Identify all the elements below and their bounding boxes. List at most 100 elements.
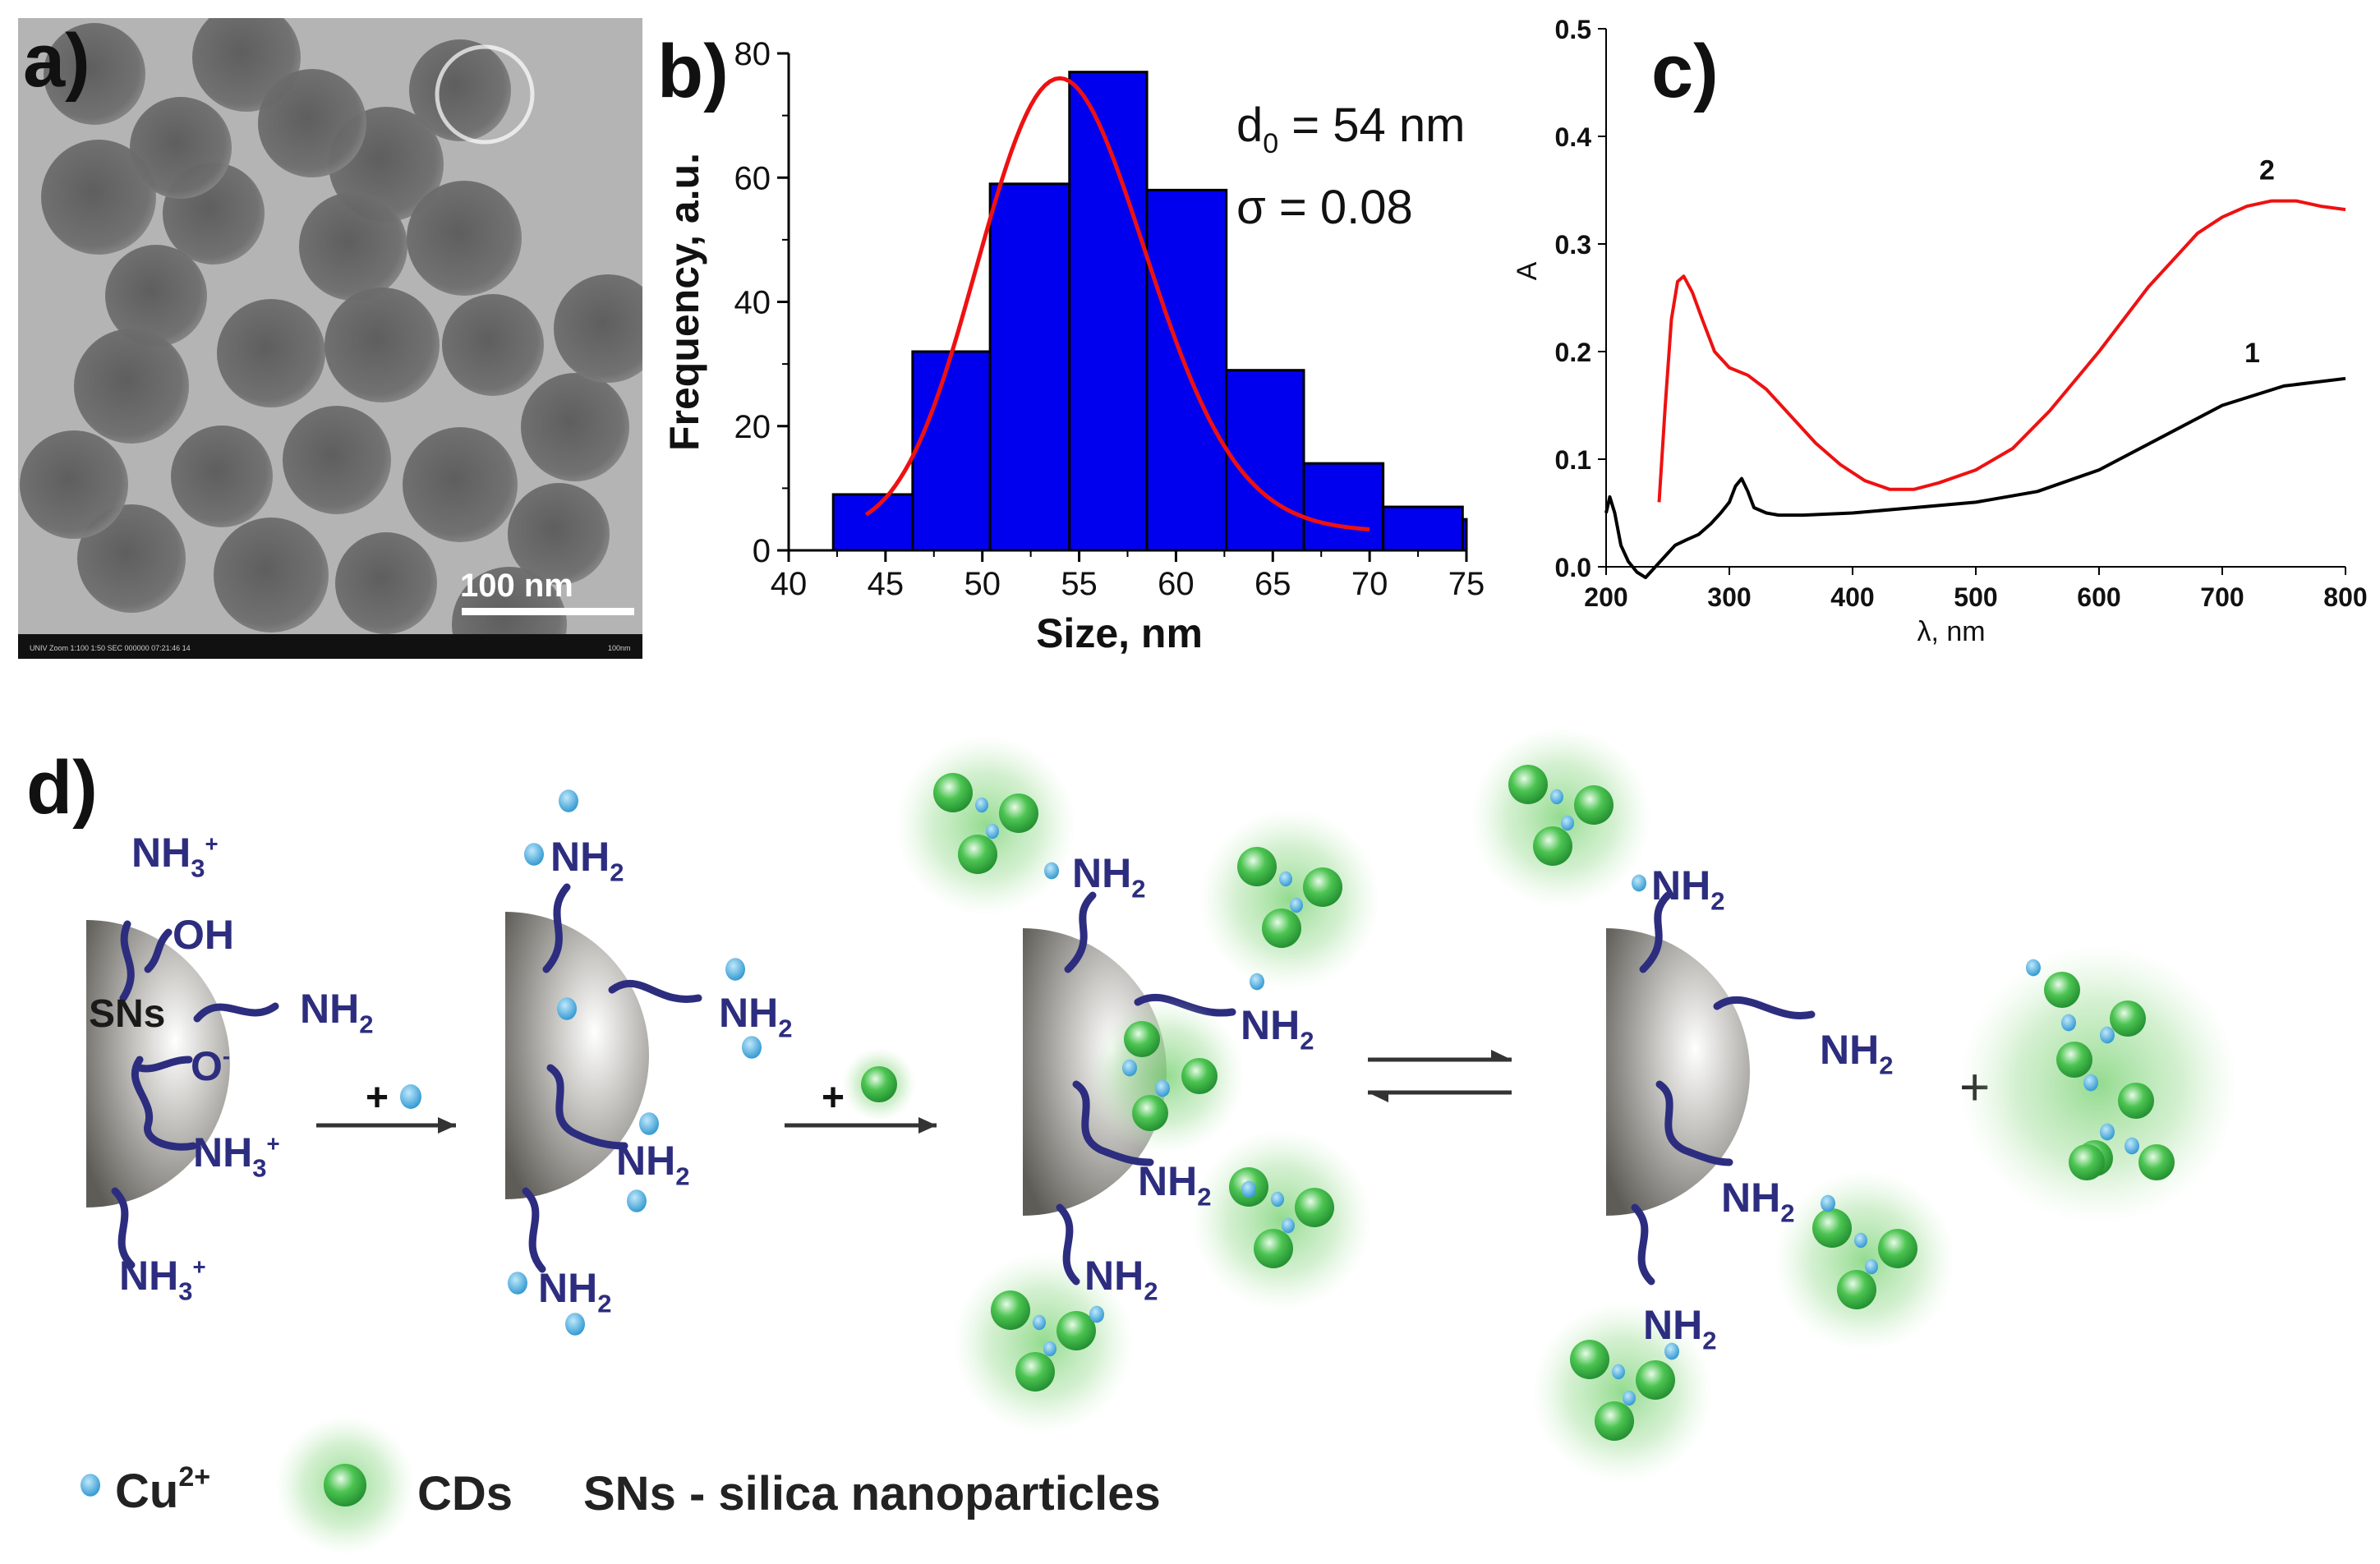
y-tick-label: 20 (734, 409, 771, 445)
y-tick-label: 60 (734, 160, 771, 196)
x-tick-label: 50 (964, 566, 1001, 602)
tem-particle (20, 430, 128, 539)
carbon-dot (1812, 1208, 1852, 1248)
cd-glow (895, 735, 1076, 916)
silica-nanoparticle (1606, 928, 1750, 1216)
cu-ion (565, 1313, 585, 1336)
cu-ion (2100, 1123, 2115, 1141)
carbon-dot (861, 1066, 897, 1102)
tem-particle (403, 427, 518, 542)
cu-ion (1664, 1342, 1679, 1360)
histogram-bar (911, 350, 992, 552)
panel-d-scheme: NH3+ OH NH2 SNs O- NH3+ NH3+ + NH2 NH2 NH2 NH2 + NH2 N… (81, 727, 2239, 1555)
amino-chain (1056, 1203, 1080, 1286)
legend-sns-label: SNs - silica nanoparticles (583, 1467, 1161, 1520)
cu-ion (2026, 959, 2041, 977)
cu-ion (975, 797, 988, 813)
tem-footer-right: 100nm (608, 644, 631, 652)
series-label-2: 2 (2259, 154, 2275, 186)
group-label: NH3+ (193, 1129, 280, 1183)
y-tick-label: 0.0 (1555, 553, 1591, 582)
carbon-dot (958, 835, 997, 874)
amino-chain (119, 920, 135, 1002)
spectrum-line-2 (1657, 199, 2346, 503)
tem-particle (554, 274, 642, 383)
amino-chain (1713, 996, 1816, 1019)
x-tick-label: 60 (1158, 566, 1195, 602)
cu-ion (627, 1189, 647, 1212)
amino-chain (193, 1002, 279, 1023)
lognormal-fit-line (864, 76, 1370, 531)
carbon-dot (1837, 1270, 1876, 1309)
carbon-dot (1295, 1188, 1334, 1227)
group-label: NH2 (1138, 1158, 1211, 1212)
tem-particle (77, 504, 186, 613)
group-label: NH2 (1651, 862, 1724, 916)
x-tick-label: 500 (1954, 582, 1997, 612)
carbon-dot (2118, 1083, 2154, 1119)
amino-chain (1072, 1080, 1154, 1166)
tem-particle (74, 329, 189, 444)
carbon-dot (1181, 1058, 1218, 1094)
amino-chain (1631, 1203, 1655, 1286)
panel-label-a: a) (23, 19, 90, 103)
cu-ion (1089, 1305, 1104, 1323)
histogram-bar (1382, 505, 1464, 552)
annotation-d0: d0 = 54 nm (1236, 99, 1466, 159)
x-tick-label: 800 (2323, 582, 2367, 612)
carbon-dot (1254, 1229, 1293, 1268)
legend-cu-label: Cu2+ (115, 1461, 210, 1518)
cu-ion (1290, 897, 1303, 913)
cu-ion (1865, 1258, 1878, 1275)
cu-ion (1282, 1217, 1295, 1234)
amino-chain (542, 883, 571, 973)
cu-ion (1043, 1341, 1056, 1357)
cd-glow (1959, 945, 2239, 1224)
tem-particle (521, 373, 629, 481)
tem-particle (258, 69, 366, 177)
tem-particle (217, 299, 325, 407)
group-label: NH2 (1084, 1253, 1158, 1306)
panel-label-b: b) (657, 30, 729, 113)
carbon-dot (1132, 1095, 1168, 1131)
cu-ion (1623, 1390, 1636, 1406)
spectrum-line-1 (1604, 376, 2346, 580)
arrow-head (1368, 1092, 1388, 1102)
legend-cds-label: CDs (417, 1467, 513, 1520)
cd-glow (1191, 1129, 1372, 1310)
y-tick-label: 0.1 (1555, 445, 1591, 475)
x-tick-label: 40 (771, 566, 808, 602)
carbon-dot (1303, 867, 1342, 907)
tem-particles (20, 18, 642, 659)
carbon-dot (1570, 1340, 1609, 1379)
amino-chain (111, 1187, 136, 1269)
group-label: OH (173, 912, 234, 958)
y-tick-label: 80 (734, 36, 771, 72)
y-tick-label: 0.5 (1555, 15, 1591, 44)
cu-ion (725, 958, 745, 981)
cu-ion (2083, 1074, 2098, 1092)
cu-ion (1612, 1364, 1625, 1380)
tem-particle (130, 97, 232, 199)
group-label: NH2 (300, 986, 373, 1039)
x-axis-label: Size, nm (1036, 610, 1203, 656)
cu-ion (1250, 973, 1264, 991)
cu-ion (2061, 1014, 2076, 1032)
cu-ion (1044, 862, 1059, 880)
amino-chain (1064, 891, 1097, 973)
y-tick-label: 40 (734, 285, 771, 321)
x-tick-label: 45 (868, 566, 905, 602)
tem-footer-text: UNIV Zoom 1:100 1:50 SEC 000000 07:21:46… (30, 644, 191, 652)
group-label: NH2 (1820, 1027, 1893, 1080)
carbon-dot (2056, 1042, 2092, 1078)
cu-ion (1122, 1059, 1137, 1077)
tem-particle (44, 23, 145, 125)
x-tick-label: 70 (1351, 566, 1388, 602)
tem-particle-highlight (435, 44, 535, 145)
group-label: NH2 (1643, 1302, 1716, 1355)
carbon-dot (1262, 908, 1301, 948)
carbon-dot (1636, 1360, 1675, 1400)
group-label: NH2 (616, 1138, 689, 1191)
tem-particle (335, 532, 437, 634)
cu-ion (742, 1036, 762, 1059)
